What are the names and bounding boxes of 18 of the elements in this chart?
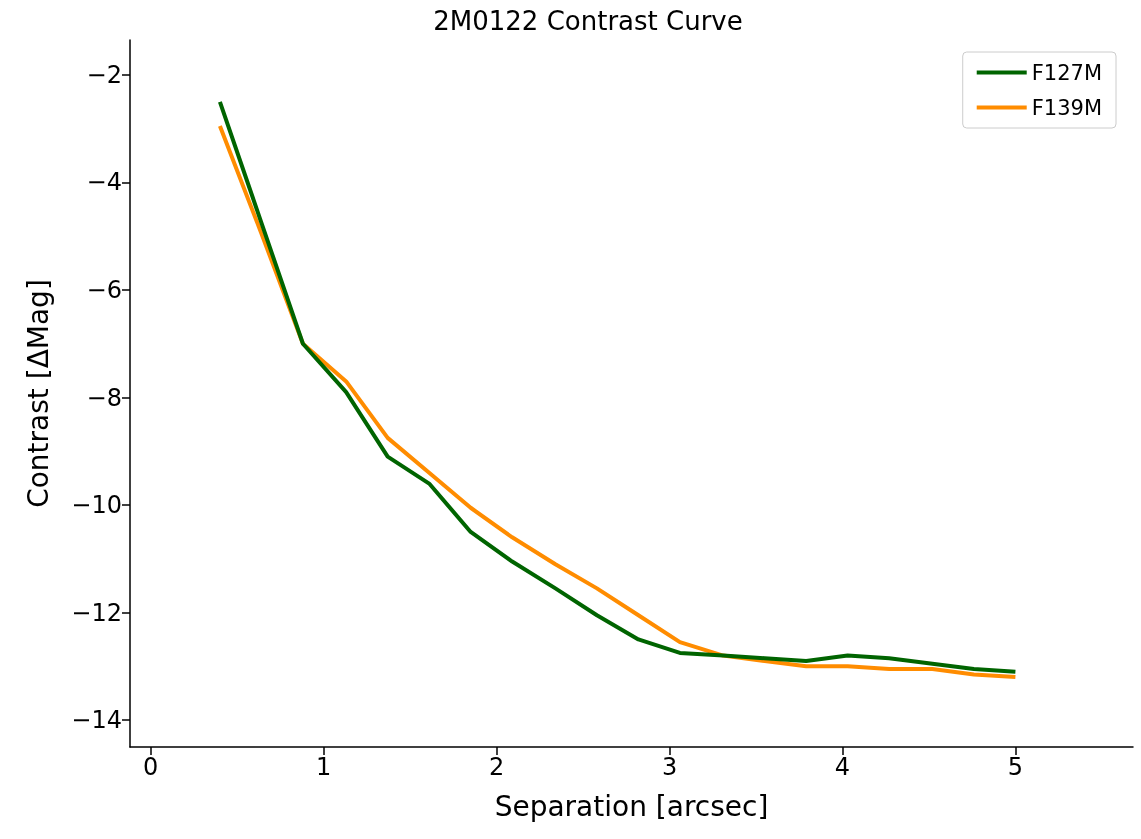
x-tick-label: 4 <box>834 753 851 781</box>
chart-title: 2M0122 Contrast Curve <box>433 6 743 36</box>
legend-label: F127M <box>1031 60 1102 85</box>
y-tick-label: −14 <box>71 706 122 735</box>
x-tick-label: 3 <box>661 753 678 781</box>
x-tick-label: 2 <box>488 753 505 781</box>
x-axis-title: Separation [arcsec] <box>494 789 769 823</box>
y-axis-title: Contrast [ΔMag] <box>21 279 55 508</box>
x-tick-label: 0 <box>143 753 159 781</box>
y-tick-label: −12 <box>71 598 122 627</box>
y-tick-label: −10 <box>71 491 122 520</box>
legend-label: F139M <box>1031 95 1102 120</box>
y-tick-label: −8 <box>86 383 122 412</box>
y-tick-label: −6 <box>86 276 122 304</box>
x-tick-label: 1 <box>316 753 332 781</box>
x-tick-label: 5 <box>1007 753 1024 781</box>
y-tick-label: −4 <box>86 168 122 197</box>
y-tick-label: −2 <box>86 60 122 89</box>
